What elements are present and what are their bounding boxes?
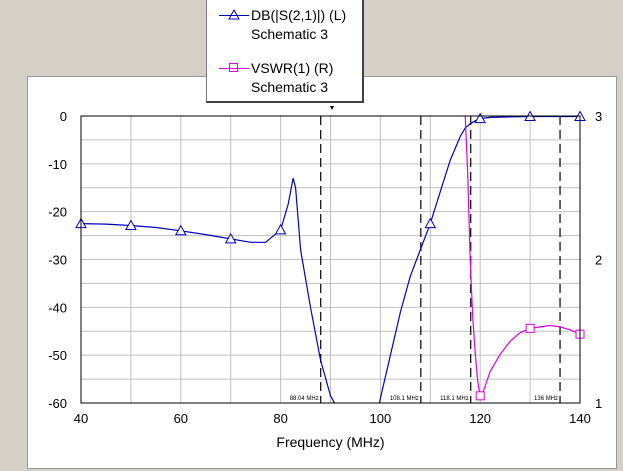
x-tick-label: 60 [174,411,188,426]
plot-border [80,115,581,404]
y-left-tick-label: -60 [48,396,67,411]
x-tick-label: 120 [469,411,491,426]
series-line-1 [464,116,580,398]
legend-line-vswr [219,68,249,69]
data-point-0 [424,217,437,229]
x-tick-label: 140 [569,411,591,426]
marker-label: 118.1 MHz [440,396,469,402]
marker-label: 136 MHz [534,396,558,402]
y-right-tick-label: 1 [595,396,602,411]
data-point-1 [475,391,485,401]
legend[interactable]: DB(|S(2,1)|) (L) Schematic 3 VSWR(1) (R)… [206,0,364,103]
legend-name-vswr: VSWR(1) (R) [251,60,334,76]
marker-label: 108.1 MHz [390,396,419,402]
x-tick-label: 100 [370,411,392,426]
legend-name-s21: DB(|S(2,1)|) (L) [251,7,347,23]
data-point-0 [224,232,237,244]
y-left-tick-label: 0 [60,109,67,124]
legend-anchor-icon [330,106,334,110]
data-point-0 [274,223,287,235]
x-tick-label: 80 [273,411,287,426]
triangle-marker-icon [228,9,240,20]
legend-source-s21: Schematic 3 [251,26,329,42]
data-point-0 [474,112,487,124]
y-left-tick-label: -40 [48,300,67,315]
y-left-tick-label: -20 [48,205,67,220]
y-right-tick-label: 3 [595,109,602,124]
data-point-1 [525,323,535,333]
x-tick-label: 40 [74,411,88,426]
x-axis-label: Frequency (MHz) [276,434,384,450]
marker-label: 88.04 MHz [290,396,319,402]
y-left-tick-label: -10 [48,157,67,172]
data-point-0 [174,224,187,236]
y-left-tick-label: -30 [48,253,67,268]
legend-entry-vswr[interactable]: VSWR(1) (R) Schematic 3 [213,57,363,97]
legend-source-vswr: Schematic 3 [251,79,329,95]
legend-entry-s21[interactable]: DB(|S(2,1)|) (L) Schematic 3 [213,4,363,44]
y-left-tick-label: -50 [48,348,67,363]
data-point-0 [125,219,137,231]
y-right-tick-label: 2 [595,253,602,268]
legend-line-s21 [219,15,249,16]
square-marker-icon [229,63,238,72]
